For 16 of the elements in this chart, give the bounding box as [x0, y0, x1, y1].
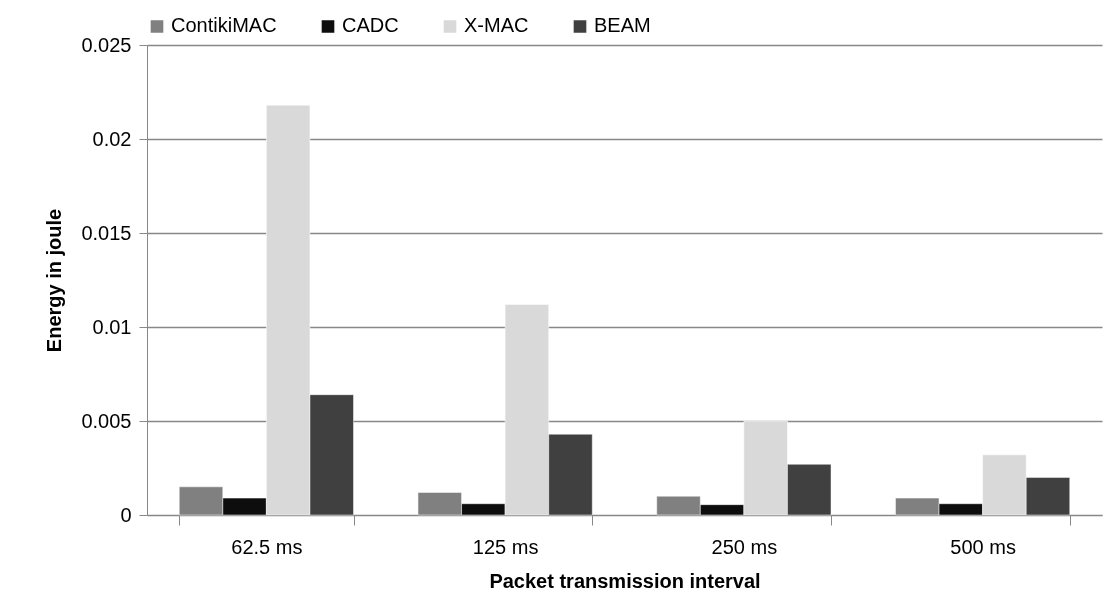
- y-tick-label: 0.02: [92, 127, 132, 150]
- x-tick-label: 62.5 ms: [231, 535, 303, 558]
- y-tick-label: 0.005: [81, 409, 132, 432]
- x-axis-title: Packet transmission interval: [489, 569, 761, 592]
- y-tick-label: 0: [120, 503, 132, 526]
- y-tick-label: 0.015: [81, 221, 132, 244]
- legend-label: X-MAC: [464, 14, 529, 37]
- legend-label: CADC: [342, 14, 399, 37]
- x-tick-label: 500 ms: [950, 535, 1016, 558]
- y-tick-label: 0.01: [92, 315, 132, 338]
- x-tick-label: 250 ms: [711, 535, 778, 558]
- legend-label: ContikiMAC: [171, 14, 277, 37]
- legend-label: BEAM: [594, 14, 651, 37]
- y-axis-title: Energy in joule: [43, 208, 66, 353]
- y-tick-label: 0.025: [81, 33, 132, 56]
- x-tick-label: 125 ms: [472, 535, 539, 558]
